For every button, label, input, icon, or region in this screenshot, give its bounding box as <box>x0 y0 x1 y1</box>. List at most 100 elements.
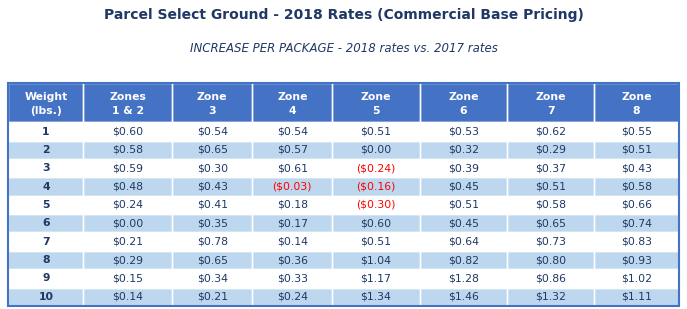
Text: $0.64: $0.64 <box>448 237 479 247</box>
Bar <box>420 251 507 269</box>
Bar <box>252 232 333 251</box>
Bar <box>8 196 83 214</box>
Bar <box>420 232 507 251</box>
Bar <box>8 83 83 122</box>
Text: 2: 2 <box>42 145 49 155</box>
Bar <box>594 269 679 288</box>
Bar <box>252 177 333 196</box>
Text: $0.55: $0.55 <box>621 127 652 137</box>
Bar <box>420 232 507 251</box>
Bar <box>172 159 252 177</box>
Bar <box>507 288 594 306</box>
Bar <box>507 83 594 122</box>
Text: 9: 9 <box>42 273 49 283</box>
Bar <box>172 251 252 269</box>
Bar <box>83 83 172 122</box>
Bar <box>83 122 172 141</box>
Text: $0.66: $0.66 <box>621 200 652 210</box>
Bar <box>252 232 333 251</box>
Bar <box>594 196 679 214</box>
Text: $0.21: $0.21 <box>112 237 144 247</box>
Bar <box>8 214 83 232</box>
Bar <box>333 288 420 306</box>
Text: ($0.16): ($0.16) <box>357 182 396 192</box>
Bar <box>333 251 420 269</box>
Bar <box>420 159 507 177</box>
Text: $0.93: $0.93 <box>621 255 652 265</box>
Bar <box>333 214 420 232</box>
Bar <box>83 288 172 306</box>
Bar <box>420 83 507 122</box>
Text: $1.32: $1.32 <box>535 292 566 302</box>
Bar <box>594 177 679 196</box>
Bar <box>8 83 83 122</box>
Bar <box>594 159 679 177</box>
Text: 8: 8 <box>633 106 640 116</box>
Text: $0.51: $0.51 <box>361 127 392 137</box>
Bar <box>252 269 333 288</box>
Text: Zone: Zone <box>361 92 392 102</box>
Bar <box>507 251 594 269</box>
Text: $1.02: $1.02 <box>621 273 652 283</box>
Bar <box>172 177 252 196</box>
Bar <box>8 83 679 306</box>
Bar <box>507 177 594 196</box>
Bar <box>8 232 83 251</box>
Bar <box>83 251 172 269</box>
Text: $0.51: $0.51 <box>535 182 566 192</box>
Bar <box>8 269 83 288</box>
Text: $1.34: $1.34 <box>361 292 392 302</box>
Text: $0.60: $0.60 <box>112 127 144 137</box>
Bar <box>594 251 679 269</box>
Bar <box>594 288 679 306</box>
Text: $0.00: $0.00 <box>361 145 392 155</box>
Bar <box>8 159 83 177</box>
Text: $0.21: $0.21 <box>196 292 227 302</box>
Bar <box>8 232 83 251</box>
Bar <box>252 177 333 196</box>
Text: $0.59: $0.59 <box>112 163 144 173</box>
Text: Zone: Zone <box>621 92 652 102</box>
Bar <box>8 214 83 232</box>
Bar <box>420 251 507 269</box>
Bar <box>507 196 594 214</box>
Bar <box>252 159 333 177</box>
Bar <box>172 288 252 306</box>
Bar <box>507 122 594 141</box>
Text: $0.37: $0.37 <box>535 163 566 173</box>
Bar <box>420 288 507 306</box>
Bar <box>172 141 252 159</box>
Bar <box>420 177 507 196</box>
Text: $0.17: $0.17 <box>277 218 308 228</box>
Bar <box>333 196 420 214</box>
Bar <box>594 177 679 196</box>
Text: INCREASE PER PACKAGE - 2018 rates vs. 2017 rates: INCREASE PER PACKAGE - 2018 rates vs. 20… <box>190 42 497 55</box>
Bar <box>594 141 679 159</box>
Bar <box>83 196 172 214</box>
Bar <box>8 122 83 141</box>
Text: $0.24: $0.24 <box>277 292 308 302</box>
Text: $0.51: $0.51 <box>361 237 392 247</box>
Bar <box>594 122 679 141</box>
Bar <box>172 83 252 122</box>
Bar <box>333 122 420 141</box>
Text: $0.33: $0.33 <box>277 273 308 283</box>
Text: $0.18: $0.18 <box>277 200 308 210</box>
Bar <box>507 232 594 251</box>
Text: 5: 5 <box>372 106 380 116</box>
Text: Zone: Zone <box>277 92 308 102</box>
Bar <box>172 141 252 159</box>
Bar <box>172 159 252 177</box>
Text: $0.24: $0.24 <box>112 200 144 210</box>
Text: $1.11: $1.11 <box>621 292 652 302</box>
Bar <box>172 288 252 306</box>
Bar <box>8 141 83 159</box>
Text: ($0.03): ($0.03) <box>273 182 312 192</box>
Bar <box>172 177 252 196</box>
Bar <box>83 141 172 159</box>
Text: $0.45: $0.45 <box>448 218 479 228</box>
Text: $0.58: $0.58 <box>535 200 566 210</box>
Text: $0.00: $0.00 <box>112 218 144 228</box>
Text: $0.60: $0.60 <box>361 218 392 228</box>
Bar <box>333 83 420 122</box>
